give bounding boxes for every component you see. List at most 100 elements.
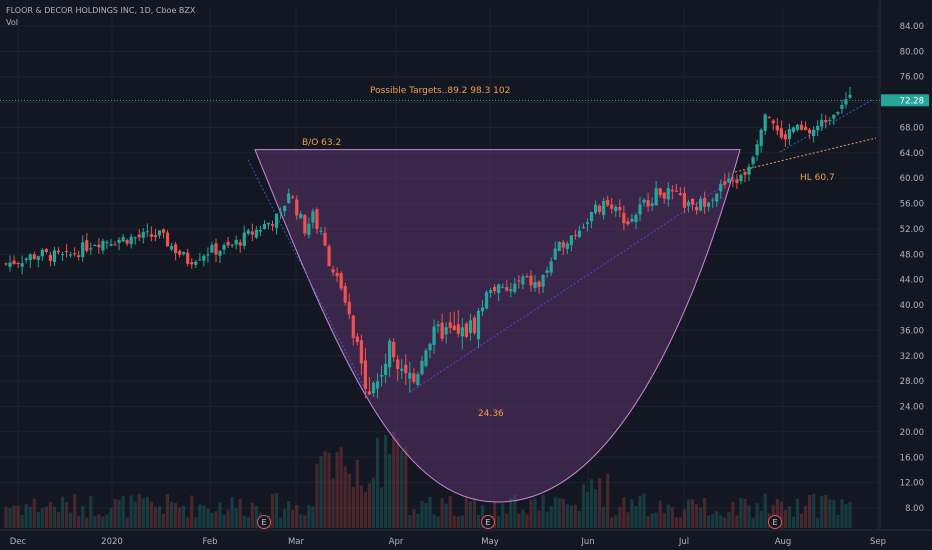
earnings-marker[interactable]: E xyxy=(481,515,495,529)
candle-body xyxy=(117,239,121,243)
y-tick-label: 32.00 xyxy=(900,352,924,362)
candle-body xyxy=(234,239,238,245)
volume-label: Vol xyxy=(6,18,18,27)
volume-bar xyxy=(452,515,456,528)
candle-body xyxy=(497,284,501,293)
volume-bar xyxy=(666,504,670,528)
volume-bar xyxy=(799,513,804,528)
candle-body xyxy=(85,240,89,251)
volume-bar xyxy=(553,497,557,528)
candle-body xyxy=(129,236,133,245)
candle-body xyxy=(654,188,658,206)
candle-body xyxy=(517,280,521,282)
candle-body xyxy=(105,242,109,244)
candle-body xyxy=(157,230,162,236)
volume-bar xyxy=(654,512,658,528)
candle-body xyxy=(610,204,614,209)
volume-bar xyxy=(234,508,238,528)
volume-bar xyxy=(585,491,590,528)
volume-bar xyxy=(178,507,182,528)
candle-body xyxy=(711,199,715,201)
candle-body xyxy=(525,276,529,278)
candle-body xyxy=(295,199,299,216)
volume-bar xyxy=(791,516,796,528)
volume-bar xyxy=(48,501,53,528)
candle-body xyxy=(178,250,182,255)
volume-bar xyxy=(561,499,565,528)
volume-bar xyxy=(420,500,424,528)
candle-body xyxy=(480,307,485,312)
earnings-marker[interactable]: E xyxy=(257,515,271,529)
volume-bar xyxy=(650,513,654,528)
candle-body xyxy=(416,374,420,385)
volume-bar xyxy=(210,512,214,528)
volume-bar xyxy=(331,478,335,528)
candle-body xyxy=(606,199,610,206)
candle-body xyxy=(638,204,642,215)
volume-bar xyxy=(735,515,739,528)
volume-bar xyxy=(686,499,691,528)
candle-body xyxy=(440,322,444,339)
volume-bar xyxy=(577,510,582,528)
candle-body xyxy=(351,315,355,338)
volume-bar xyxy=(456,516,460,528)
volume-bar xyxy=(190,495,194,528)
candle-body xyxy=(323,232,327,246)
candle-body xyxy=(589,212,594,222)
earnings-marker[interactable]: E xyxy=(768,515,782,529)
candle-body xyxy=(218,251,222,256)
candle-body xyxy=(226,241,230,246)
volume-bar xyxy=(775,498,779,528)
candle-body xyxy=(60,253,65,255)
volume-bar xyxy=(125,517,129,528)
y-tick-label: 36.00 xyxy=(900,326,924,336)
volume-bar xyxy=(206,508,210,528)
candle-body xyxy=(646,200,650,207)
volume-bar xyxy=(674,517,678,528)
volume-bar xyxy=(145,497,149,528)
volume-bar xyxy=(602,507,606,528)
candle-body xyxy=(731,180,735,182)
trend-line-up xyxy=(409,177,736,393)
candle-body xyxy=(242,232,246,246)
volume-bar xyxy=(731,502,735,528)
volume-bar xyxy=(751,517,755,528)
candle-body xyxy=(460,327,464,337)
volume-bar xyxy=(174,503,178,528)
candle-body xyxy=(28,254,32,261)
candle-body xyxy=(206,254,210,256)
candle-body xyxy=(759,129,763,146)
candle-body xyxy=(408,372,412,379)
y-tick-label: 8.00 xyxy=(905,504,924,514)
candle-body xyxy=(739,174,743,182)
y-tick-label: 56.00 xyxy=(900,200,924,210)
candle-body xyxy=(44,248,48,252)
volume-bar xyxy=(476,515,481,528)
candle-body xyxy=(844,99,848,105)
volume-bar xyxy=(581,484,586,528)
candle-body xyxy=(812,129,816,137)
volume-bar xyxy=(759,511,763,528)
candle-body xyxy=(404,364,408,374)
volume-bar xyxy=(840,499,844,528)
candle-body xyxy=(476,310,481,340)
volume-bar xyxy=(428,496,432,528)
volume-bar xyxy=(250,502,254,528)
y-tick-label: 64.00 xyxy=(900,149,924,159)
volume-bar xyxy=(610,517,614,528)
volume-bar xyxy=(198,504,202,528)
volume-bar xyxy=(472,497,477,528)
volume-bar xyxy=(622,497,626,528)
volume-bar xyxy=(630,499,634,528)
x-tick-label: Dec xyxy=(10,537,27,547)
candle-body xyxy=(145,231,149,233)
candle-body xyxy=(48,255,53,261)
candle-body xyxy=(194,261,198,265)
volume-bar xyxy=(383,435,388,528)
volume-bar xyxy=(149,501,153,528)
volume-bar xyxy=(638,495,642,528)
